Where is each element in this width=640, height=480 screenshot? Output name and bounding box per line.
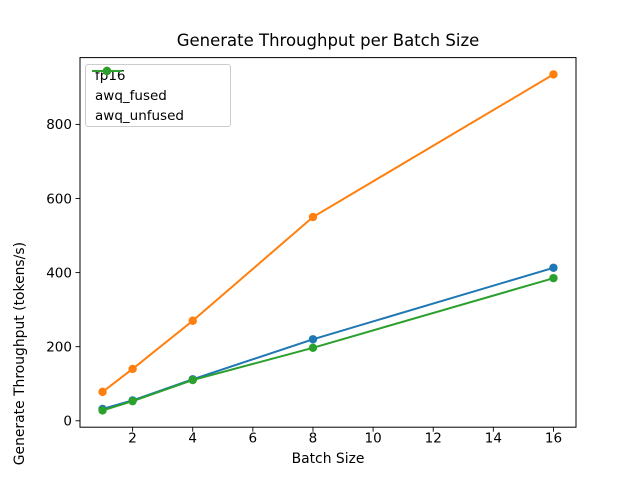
series-line-awq_unfused: [102, 277, 554, 412]
y-tick-label: 200: [46, 339, 72, 355]
x-axis-label: Batch Size: [291, 451, 365, 467]
legend-item-awq-unfused: awq_unfused: [86, 66, 230, 126]
x-tick-label: 12: [425, 431, 442, 447]
y-tick-label: 600: [46, 191, 72, 207]
chart-title: Generate Throughput per Batch Size: [176, 31, 480, 50]
series-marker-awq_unfused: [549, 273, 558, 283]
x-tick-label: 10: [364, 431, 381, 447]
series-marker-awq_unfused: [128, 396, 137, 406]
x-tick-label: 4: [188, 431, 197, 447]
series-marker-awq_unfused: [188, 375, 197, 385]
x-tick-label: 16: [545, 431, 562, 447]
series-marker-awq_fused: [549, 70, 558, 79]
series-marker-awq_fused: [188, 316, 197, 325]
legend-label: awq_fused: [95, 88, 167, 104]
legend-label: awq_unfused: [95, 108, 184, 124]
series-marker-awq_fused: [128, 364, 137, 374]
y-tick-label: 400: [46, 265, 72, 281]
series-marker-awq_fused: [308, 212, 318, 222]
series-marker-fp16: [308, 335, 318, 344]
series-marker-fp16: [549, 263, 558, 272]
legend-item-awq-fused: awq_fused: [86, 66, 230, 106]
series-marker-awq_unfused: [308, 343, 318, 352]
x-tick-label: 2: [128, 431, 137, 447]
series-marker-awq_fused: [98, 387, 107, 397]
x-tick-label: 8: [309, 431, 318, 447]
y-tick-label: 0: [63, 414, 72, 430]
axes-frame: [79, 57, 577, 428]
y-tick-label: 800: [46, 117, 72, 133]
x-tick-label: 14: [485, 431, 502, 447]
series-marker-awq_unfused: [98, 406, 107, 415]
legend-marker-icon: [92, 66, 122, 76]
x-tick-label: 6: [249, 431, 258, 447]
legend: fp16 awq_fused awq_unfused: [85, 64, 231, 127]
